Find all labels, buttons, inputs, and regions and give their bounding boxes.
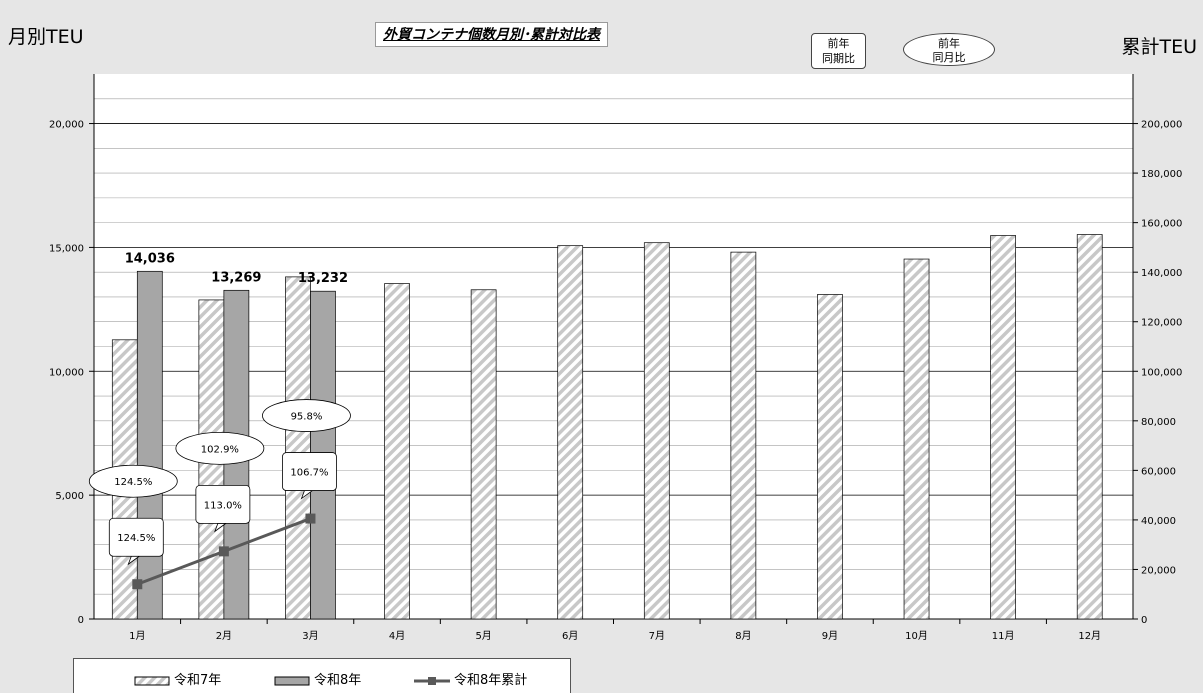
legend-swatch-prev bbox=[134, 676, 170, 685]
bar-prev bbox=[285, 276, 311, 620]
cumulative-point bbox=[132, 579, 143, 590]
x-tick-label: 8月 bbox=[735, 630, 751, 642]
left-axis-title: 月別TEU bbox=[8, 26, 84, 48]
right-tick-label: 140,000 bbox=[1141, 268, 1182, 279]
mom-callout-text: 102.9% bbox=[201, 444, 239, 455]
yoy-callout-text: 113.0% bbox=[204, 500, 242, 511]
right-tick-label: 60,000 bbox=[1141, 466, 1176, 477]
legend-swatch-curr bbox=[274, 676, 310, 685]
x-tick-label: 9月 bbox=[822, 630, 838, 642]
x-tick-label: 7月 bbox=[649, 630, 665, 642]
left-tick-label: 0 bbox=[78, 615, 84, 626]
right-tick-label: 20,000 bbox=[1141, 565, 1176, 576]
yoy-callout-text: 106.7% bbox=[290, 468, 328, 479]
bar-prev bbox=[817, 294, 843, 620]
bar-curr bbox=[136, 270, 163, 620]
left-tick-label: 20,000 bbox=[49, 120, 84, 131]
x-tick-label: 11月 bbox=[992, 630, 1015, 642]
bar-data-label: 13,269 bbox=[211, 270, 261, 285]
right-tick-label: 80,000 bbox=[1141, 417, 1176, 428]
yoy-callout bbox=[108, 517, 164, 557]
yoy-legend-box: 前年 同期比 bbox=[811, 33, 866, 69]
bar-data-label: 14,036 bbox=[125, 251, 175, 266]
bar-prev bbox=[1076, 234, 1103, 620]
x-tick-label: 4月 bbox=[389, 630, 405, 642]
right-tick-label: 40,000 bbox=[1141, 516, 1176, 527]
right-tick-label: 180,000 bbox=[1141, 169, 1182, 180]
right-tick-label: 100,000 bbox=[1141, 367, 1182, 378]
legend-item-curr: 令和8年 bbox=[274, 669, 361, 688]
x-tick-label: 2月 bbox=[216, 630, 232, 642]
x-tick-label: 5月 bbox=[475, 630, 491, 642]
right-tick-label: 0 bbox=[1141, 615, 1147, 626]
mom-callout-text: 124.5% bbox=[114, 477, 152, 488]
x-tick-label: 6月 bbox=[562, 630, 578, 642]
bar-prev bbox=[470, 289, 497, 620]
x-tick-label: 10月 bbox=[905, 630, 928, 642]
mom-legend-ellipse: 前年 同月比 bbox=[903, 33, 995, 66]
mom-callout bbox=[175, 431, 265, 465]
right-tick-label: 160,000 bbox=[1141, 219, 1182, 230]
mom-callout bbox=[262, 399, 351, 432]
legend: 令和7年 令和8年 令和8年累計 bbox=[73, 658, 571, 693]
left-tick-label: 15,000 bbox=[49, 243, 84, 254]
chart-title: 外貿コンテナ個数月別･累計対比表 bbox=[375, 22, 608, 47]
bar-prev bbox=[990, 235, 1016, 620]
yoy-callout-text: 124.5% bbox=[117, 533, 155, 544]
x-tick-label: 1月 bbox=[129, 630, 145, 642]
bar-prev bbox=[643, 242, 670, 620]
bar-prev bbox=[384, 283, 410, 620]
legend-item-prev: 令和7年 bbox=[134, 669, 221, 688]
legend-label-cum: 令和8年累計 bbox=[454, 673, 528, 688]
mom-callout-text: 95.8% bbox=[291, 412, 323, 423]
yoy-label-line2: 同期比 bbox=[822, 52, 855, 65]
mom-label-line1: 前年 bbox=[938, 37, 960, 50]
left-tick-label: 10,000 bbox=[49, 367, 84, 378]
right-tick-label: 200,000 bbox=[1141, 120, 1182, 131]
left-tick-label: 5,000 bbox=[55, 491, 84, 502]
yoy-label-line1: 前年 bbox=[827, 37, 850, 50]
cumulative-point bbox=[218, 546, 229, 557]
legend-label-curr: 令和8年 bbox=[314, 673, 362, 688]
bar-prev bbox=[903, 258, 930, 620]
bar-data-label: 13,232 bbox=[298, 271, 348, 286]
x-tick-label: 3月 bbox=[302, 630, 318, 642]
cumulative-point bbox=[305, 513, 316, 524]
right-axis-title: 累計TEU bbox=[1121, 36, 1197, 58]
x-tick-label: 12月 bbox=[1078, 630, 1101, 642]
legend-item-cum: 令和8年累計 bbox=[414, 669, 527, 688]
legend-swatch-cum bbox=[414, 676, 450, 685]
mom-callout bbox=[88, 464, 178, 498]
mom-label-line2: 同月比 bbox=[932, 51, 966, 64]
bar-prev bbox=[730, 251, 757, 620]
legend-label-prev: 令和7年 bbox=[174, 673, 222, 688]
right-tick-label: 120,000 bbox=[1141, 318, 1182, 329]
yoy-callout bbox=[195, 484, 251, 524]
yoy-callout bbox=[282, 452, 337, 491]
bar-prev bbox=[557, 245, 584, 620]
